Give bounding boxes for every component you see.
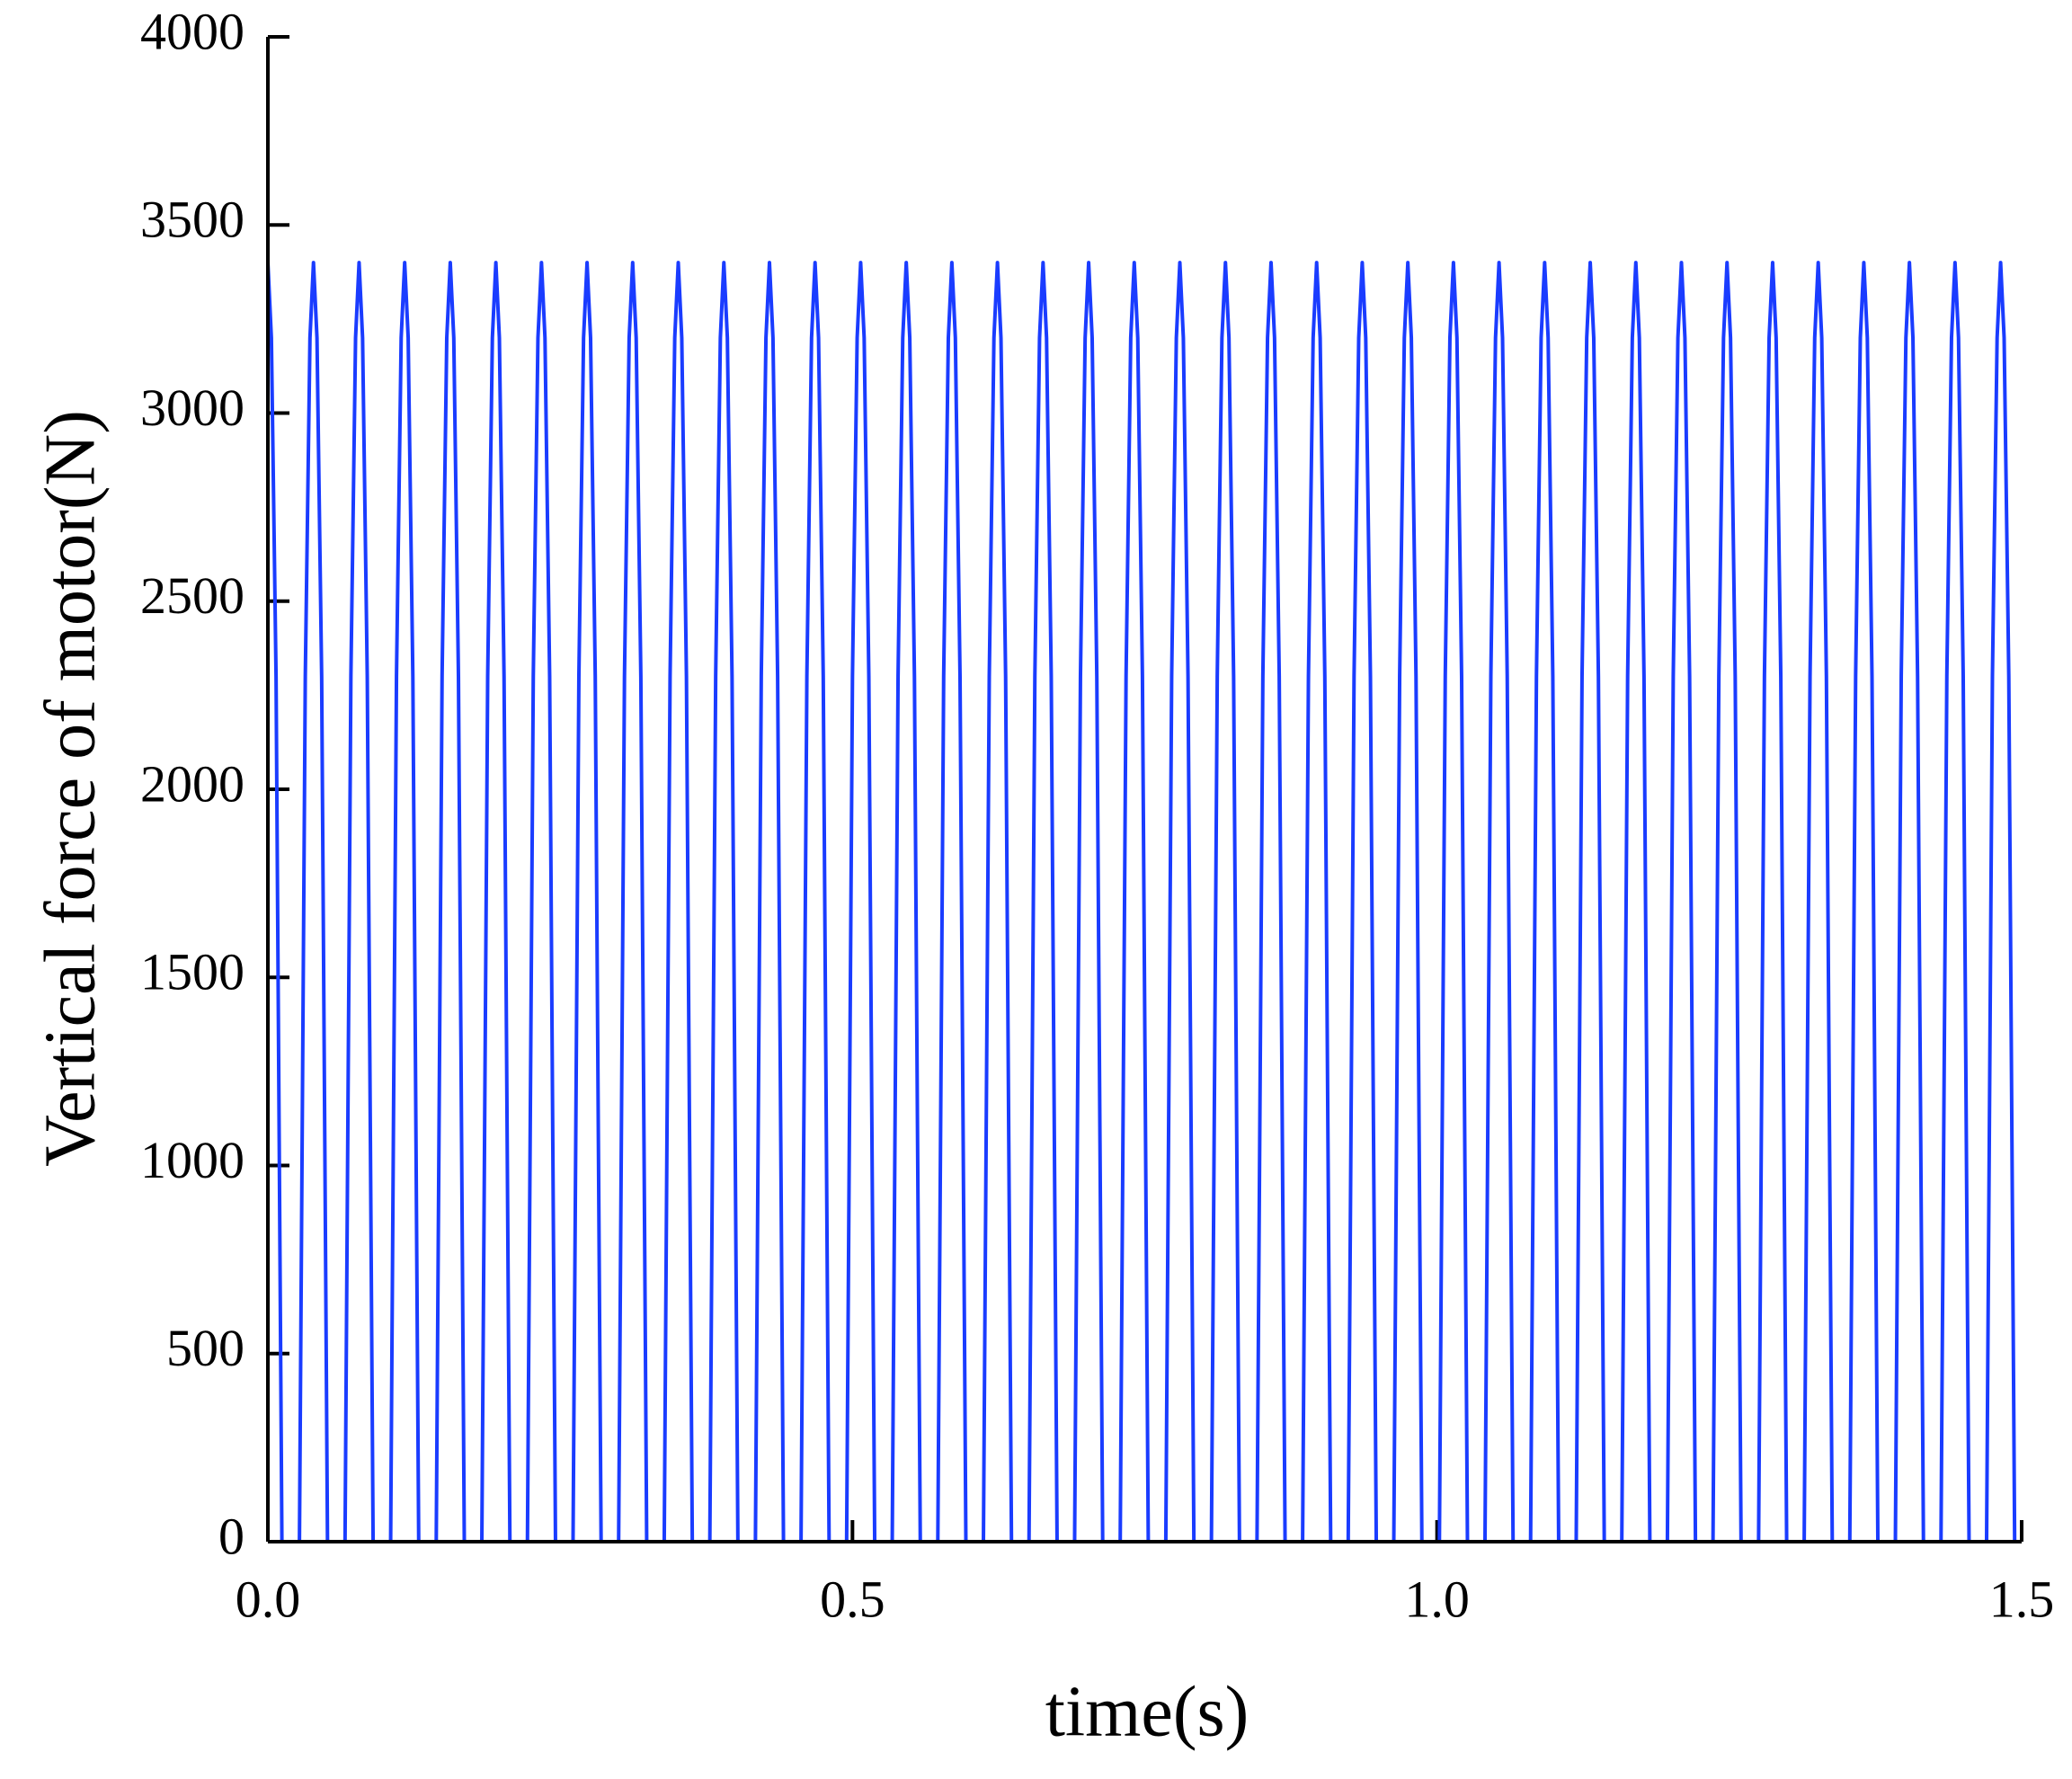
y-tick-label: 0	[218, 1507, 245, 1565]
y-tick-label: 1000	[140, 1131, 245, 1189]
y-tick-label: 500	[166, 1319, 245, 1377]
y-tick-label: 2000	[140, 754, 245, 813]
x-axis-title: time(s)	[1045, 1672, 1249, 1751]
x-tick-label: 0.5	[820, 1570, 885, 1628]
x-tick-label: 1.5	[1989, 1570, 2055, 1628]
y-tick-label: 4000	[140, 2, 245, 60]
y-axis-title: Vertical force of motor(N)	[31, 410, 110, 1167]
x-tick-label: 1.0	[1404, 1570, 1470, 1628]
line-series	[266, 261, 2017, 1543]
y-tick-label: 3500	[140, 191, 245, 249]
y-tick-label: 1500	[140, 943, 245, 1001]
x-tick-label: 0.0	[236, 1570, 301, 1628]
y-tick-label: 3000	[140, 378, 245, 437]
y-tick-label: 2500	[140, 566, 245, 625]
